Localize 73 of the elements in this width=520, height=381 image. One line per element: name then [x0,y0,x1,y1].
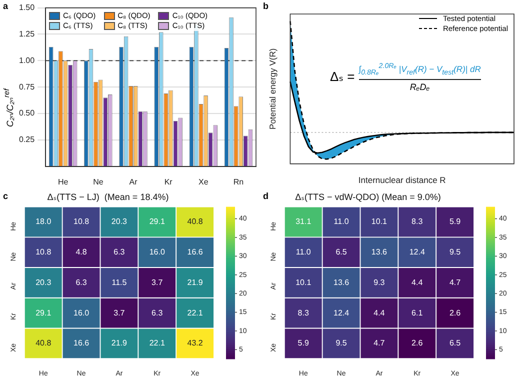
data-label: 40.8 [36,338,52,348]
data-label: 6.3 [76,278,88,287]
data-label: 12.4 [333,308,350,318]
text: b [263,1,268,11]
data-label: 4.4 [374,308,386,318]
data-label: 11.5 [112,278,128,287]
x-tick-label: Ar [129,177,138,186]
data-label: 6.5 [449,338,462,348]
data-label: 21.9 [187,278,204,287]
data-label: 13.6 [333,278,350,287]
data-label: 20.3 [36,278,52,287]
text: d [263,191,268,201]
text: a [3,1,8,11]
annotation: ∫$_{0.8Rₑ}$$^{2.0Rₑ}$ |V$_{ref}$(R) − V$_{test}$(R)| dR [358,62,481,79]
data-label: 18.0 [36,217,52,226]
y-axis-title: Potential energy V(R) [267,48,278,130]
data-label: 6.5 [336,248,348,257]
data-label: 16.0 [73,308,90,318]
x-tick-label: Rn [233,177,244,186]
annotation: Δₛ = [330,68,355,85]
data-label: 29.1 [149,217,166,226]
data-label: 4.8 [76,248,88,257]
data-label: 9.3 [374,278,386,287]
data-label: 16.6 [187,248,204,257]
data-label: 2.6 [412,338,424,348]
annotation: RₑDₑ [410,80,430,92]
data-label: 10.8 [36,248,52,257]
data-label: 11.0 [334,217,350,226]
data-label: 13.6 [371,248,388,257]
data-label: 40.8 [187,217,204,226]
data-label: 6.1 [412,308,424,318]
data-label: 9.5 [449,248,462,257]
data-label: 10.1 [296,278,312,287]
data-label: 8.3 [412,217,424,226]
data-label: 4.7 [449,278,462,287]
chart-title: Δₛ(TTS − vdW-QDO) (Mean = 9.0%) [295,192,441,202]
data-label: 21.9 [111,338,128,348]
y-tick-label: 0.25 [18,135,36,144]
x-tick-label: Xe [198,177,209,186]
data-label: 29.1 [36,308,52,318]
text: c [3,191,8,201]
data-label: 22.1 [187,308,204,318]
data-label: 16.6 [73,338,90,348]
data-label: 4.7 [374,338,386,348]
y-tick-label: 1.50 [18,3,36,12]
data-label: 31.1 [296,217,312,226]
data-label: 5.9 [449,217,462,226]
data-label: 3.7 [152,278,164,287]
y-tick-label: 0.50 [18,108,36,118]
data-label: 16.0 [149,248,166,257]
y-tick-label: 0.75 [18,82,36,92]
data-label: 6.3 [114,248,126,257]
data-label: 3.7 [114,308,126,318]
data-label: 4.4 [412,278,424,287]
data-label: 6.3 [152,308,164,318]
x-tick-label: Ne [93,177,104,186]
chart-title: Δₛ(TTS − LJ) (Mean = 18.4%) [47,192,169,202]
data-label: 11.0 [296,248,312,257]
data-label: 10.1 [371,217,388,226]
x-axis-title: Internuclear distance R [358,175,446,186]
data-label: 2.6 [449,308,462,318]
data-label: 10.8 [73,217,90,226]
data-label: 8.3 [298,308,310,318]
data-label: 12.4 [409,248,426,257]
y-tick-label: 1.25 [18,29,36,38]
data-label: 20.3 [111,217,128,226]
y-tick-label: 1.00 [18,56,36,65]
data-label: 22.1 [149,338,166,348]
data-label: 9.5 [336,338,348,348]
x-tick-label: He [58,177,69,186]
data-label: 5.9 [298,338,310,348]
x-tick-label: Kr [164,177,173,186]
data-label: 43.2 [187,338,204,348]
